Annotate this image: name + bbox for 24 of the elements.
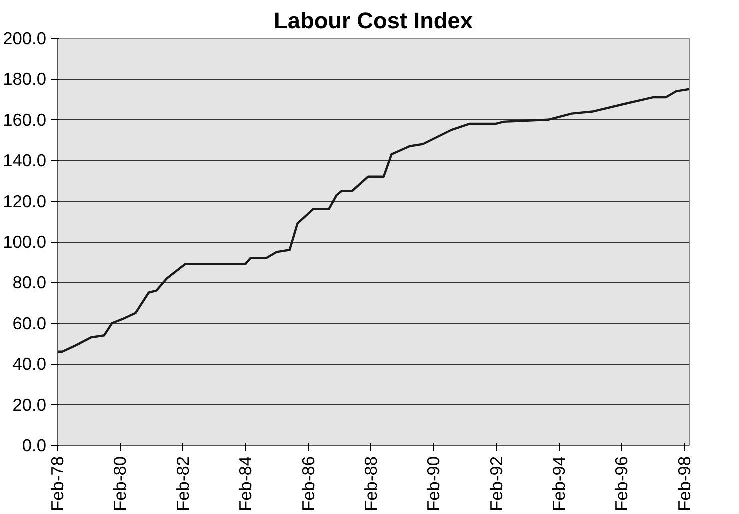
x-tick-label: Feb-84 — [236, 456, 256, 512]
y-tick-label: 100.0 — [3, 232, 47, 252]
x-tick-label: Feb-78 — [48, 456, 68, 512]
x-tick-label: Feb-80 — [110, 456, 130, 512]
y-tick-label: 120.0 — [3, 191, 47, 212]
x-tick-label: Feb-86 — [298, 456, 318, 512]
y-tick-label: 180.0 — [3, 69, 47, 90]
y-tick-label: 80.0 — [12, 272, 47, 293]
x-tick-label: Feb-90 — [424, 456, 444, 512]
y-tick-label: 40.0 — [12, 354, 47, 374]
y-tick-label: 140.0 — [3, 150, 47, 171]
x-tick-label: Feb-82 — [172, 456, 193, 512]
x-tick-label: Feb-92 — [486, 456, 506, 512]
y-tick-label: 0.0 — [22, 436, 47, 456]
y-tick-label: 200.0 — [3, 28, 47, 48]
x-tick-label: Feb-98 — [674, 456, 694, 512]
chart-title: Labour Cost Index — [274, 8, 474, 34]
x-tick-label: Feb-94 — [549, 456, 570, 512]
x-tick-label: Feb-96 — [612, 456, 632, 512]
y-tick-label: 60.0 — [12, 313, 47, 334]
y-tick-label: 160.0 — [3, 110, 47, 130]
line-series — [58, 88, 690, 353]
x-tick-label: Feb-88 — [360, 456, 381, 512]
y-tick-label: 20.0 — [12, 394, 47, 415]
